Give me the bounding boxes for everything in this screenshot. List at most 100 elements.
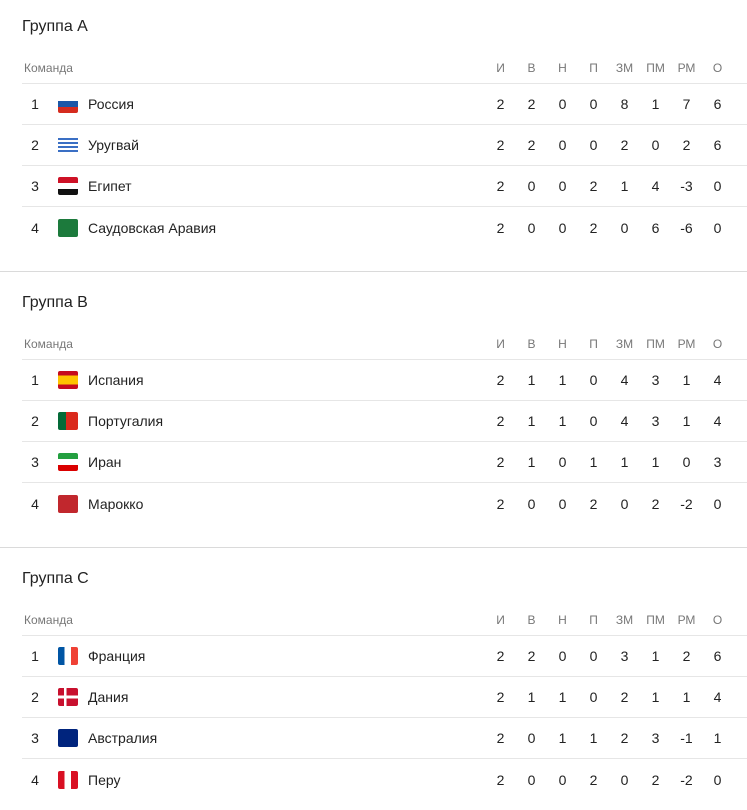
stat-cell: 7 (682, 96, 691, 112)
stat-cell: 1 (651, 648, 660, 664)
table-row[interactable]: 4 Перу 2 0 0 2 0 2 -2 0 (22, 759, 747, 800)
stat-cell: 1 (651, 96, 660, 112)
team-name[interactable]: Россия (88, 96, 134, 112)
stat-cell: 0 (620, 495, 629, 512)
stat-cell: 1 (558, 372, 567, 388)
stat-column-header: В (527, 613, 536, 627)
stat-cell: 3 (651, 372, 660, 388)
table-row[interactable]: 3 Египет 2 0 0 2 1 4 -3 0 (22, 166, 747, 207)
position: 4 (31, 495, 39, 512)
team-name[interactable]: Саудовская Аравия (88, 219, 217, 236)
stat-column-header: В (527, 337, 536, 351)
stat-cell: 2 (496, 495, 505, 512)
position: 4 (31, 219, 39, 236)
stat-cell: 0 (527, 178, 536, 194)
position: 2 (31, 413, 39, 429)
stat-cell: 2 (620, 689, 629, 705)
table-row[interactable]: 3 Иран 2 1 0 1 1 1 0 3 (22, 442, 747, 483)
table-header: Команда И В Н П ЗМ ПМ РМ О (22, 329, 747, 360)
stat-cell: 2 (651, 771, 660, 788)
position: 4 (31, 771, 39, 788)
stat-cell: 0 (682, 454, 691, 470)
team-name[interactable]: Австралия (88, 730, 158, 746)
stat-cell: 1 (527, 454, 536, 470)
team-name[interactable]: Уругвай (88, 137, 139, 153)
team-name[interactable]: Марокко (88, 495, 144, 512)
stat-column-header: ЗМ (615, 61, 634, 75)
table-row[interactable]: 4 Марокко 2 0 0 2 0 2 -2 0 (22, 483, 747, 524)
stat-cell: 6 (713, 96, 722, 112)
table-row[interactable]: 1 Россия 2 2 0 0 8 1 7 6 (22, 84, 747, 125)
stat-cell: 2 (496, 771, 505, 788)
stat-cell: 2 (589, 219, 598, 236)
table-row[interactable]: 1 Франция 2 2 0 0 3 1 2 6 (22, 636, 747, 677)
stat-cell: 3 (713, 454, 722, 470)
position: 1 (31, 96, 39, 112)
table-header: Команда И В Н П ЗМ ПМ РМ О (22, 53, 747, 84)
peru-flag-icon (58, 770, 78, 789)
table-header: Команда И В Н П ЗМ ПМ РМ О (22, 605, 747, 636)
stat-cell: -3 (680, 178, 693, 194)
russia-flag-icon (58, 95, 78, 113)
group-title: Группа A (22, 18, 88, 35)
stat-cell: 0 (558, 96, 567, 112)
team-name[interactable]: Египет (88, 178, 132, 194)
stat-cell: 3 (651, 730, 660, 746)
australia-flag-icon (58, 729, 78, 747)
spain-flag-icon (58, 371, 78, 389)
stat-column-header: П (589, 337, 598, 351)
stat-cell: 1 (527, 372, 536, 388)
stat-cell: 0 (713, 771, 722, 788)
team-column-header: Команда (24, 613, 73, 627)
stat-cell: -2 (680, 771, 693, 788)
stat-cell: 8 (620, 96, 629, 112)
stat-column-header: ПМ (646, 61, 665, 75)
stat-cell: 0 (620, 771, 629, 788)
table-row[interactable]: 3 Австралия 2 0 1 1 2 3 -1 1 (22, 718, 747, 759)
stat-column-header: Н (558, 613, 567, 627)
group-1: Группа B Команда И В Н П ЗМ ПМ РМ О 1 Испания 2… (0, 272, 747, 548)
table-row[interactable]: 2 Уругвай 2 2 0 0 2 0 2 6 (22, 125, 747, 166)
france-flag-icon (58, 647, 78, 665)
table-row[interactable]: 2 Португалия 2 1 1 0 4 3 1 4 (22, 401, 747, 442)
group-title: Группа B (22, 294, 88, 311)
stat-cell: 2 (589, 495, 598, 512)
team-name[interactable]: Дания (88, 689, 129, 705)
stat-cell: 2 (620, 730, 629, 746)
team-name[interactable]: Португалия (88, 413, 164, 429)
stat-cell: 1 (651, 454, 660, 470)
stat-cell: 3 (651, 413, 660, 429)
stat-cell: 4 (620, 372, 629, 388)
stat-cell: 2 (682, 137, 691, 153)
portugal-flag-icon (58, 412, 78, 430)
stat-column-header: ПМ (646, 613, 665, 627)
team-name[interactable]: Перу (88, 771, 121, 788)
stat-cell: 1 (682, 689, 691, 705)
stat-cell: 4 (713, 372, 722, 388)
stat-cell: 0 (589, 372, 598, 388)
iran-flag-icon (58, 453, 78, 471)
stat-cell: 2 (496, 454, 505, 470)
stat-cell: 2 (527, 137, 536, 153)
stat-cell: 0 (620, 219, 629, 236)
stat-cell: 0 (558, 219, 567, 236)
stat-cell: 1 (589, 730, 598, 746)
team-name[interactable]: Иран (88, 454, 122, 470)
egypt-flag-icon (58, 177, 78, 195)
stat-cell: 0 (527, 219, 536, 236)
table-row[interactable]: 4 Саудовская Аравия 2 0 0 2 0 6 -6 0 (22, 207, 747, 248)
stat-cell: 0 (713, 219, 722, 236)
stat-column-header: И (496, 337, 505, 351)
stat-cell: 0 (527, 771, 536, 788)
table-row[interactable]: 1 Испания 2 1 1 0 4 3 1 4 (22, 360, 747, 401)
stat-cell: 2 (682, 648, 691, 664)
position: 2 (31, 689, 39, 705)
table-row[interactable]: 2 Дания 2 1 1 0 2 1 1 4 (22, 677, 747, 718)
stat-cell: 2 (496, 372, 505, 388)
position: 3 (31, 178, 39, 194)
team-name[interactable]: Франция (88, 648, 146, 664)
position: 2 (31, 137, 39, 153)
team-name[interactable]: Испания (88, 372, 144, 388)
stat-column-header: РМ (677, 613, 696, 627)
